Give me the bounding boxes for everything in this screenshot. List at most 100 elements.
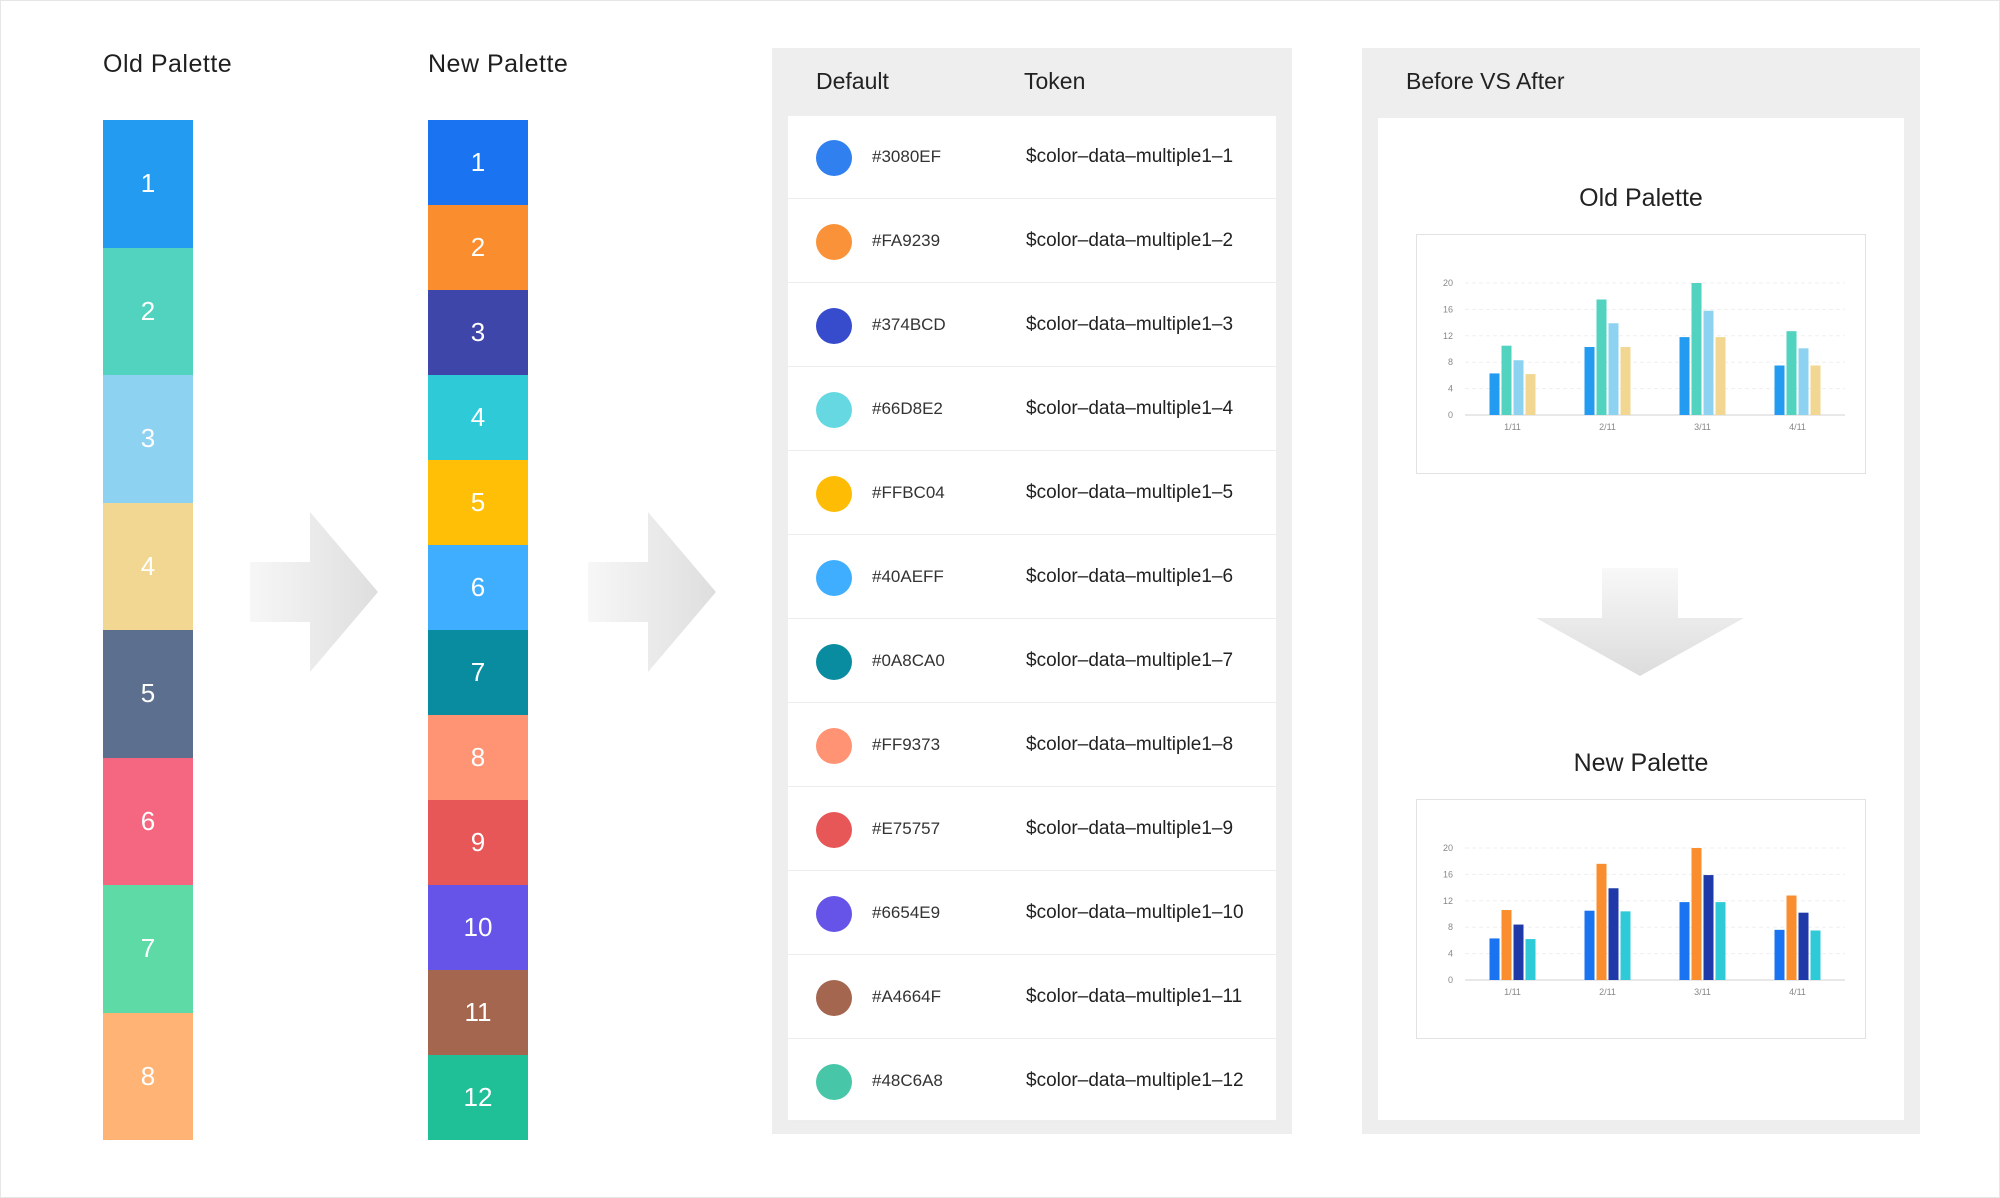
bar	[1596, 863, 1607, 980]
table-row: #40AEFF $color–data–multiple1–6	[788, 536, 1276, 619]
x-tick-label: 4/11	[1789, 422, 1806, 432]
color-dot	[816, 980, 852, 1016]
old-palette-swatch-1: 1	[103, 120, 193, 248]
bar	[1489, 938, 1500, 980]
token-table-header: Default Token	[772, 48, 1292, 116]
new-palette-swatch-1: 1	[428, 120, 528, 205]
old-palette-chart: 0 4 8 12 16 20 1/11 2/11 3/11 4/11	[1416, 234, 1866, 474]
token-table: Default Token #3080EF $color–data–multipl…	[772, 48, 1292, 1134]
token-table-body: #3080EF $color–data–multiple1–1 #FA9239 $co…	[788, 116, 1276, 1123]
color-dot	[816, 392, 852, 428]
table-row: #374BCD $color–data–multiple1–3	[788, 284, 1276, 367]
old-palette-swatch-6: 6	[103, 757, 193, 885]
y-tick-label: 16	[1443, 304, 1453, 314]
bar	[1715, 902, 1726, 980]
new-chart-title: New Palette	[1573, 749, 1709, 777]
new-bar-chart: 0 4 8 12 16 20 1/11 2/11 3/11 4/11	[1443, 843, 1845, 997]
old-palette-swatch-4: 4	[103, 502, 193, 630]
arrow-right-icon	[250, 512, 378, 672]
token-name: $color–data–multiple1–9	[1026, 818, 1234, 839]
bar	[1774, 929, 1785, 980]
color-dot	[816, 812, 852, 848]
bar	[1513, 924, 1524, 980]
table-row: #3080EF $color–data–multiple1–1	[788, 116, 1276, 199]
color-dot	[816, 728, 852, 764]
table-row: #E75757 $color–data–multiple1–9	[788, 788, 1276, 871]
x-tick-label: 4/11	[1789, 987, 1806, 997]
new-palette-swatch-5: 5	[428, 460, 528, 545]
token-name: $color–data–multiple1–7	[1026, 650, 1234, 671]
bar	[1501, 910, 1512, 980]
bar	[1703, 310, 1714, 415]
new-palette-swatch-9: 9	[428, 800, 528, 885]
bar	[1584, 910, 1595, 980]
new-palette-swatch-2: 2	[428, 205, 528, 290]
hex-value: #40AEFF	[872, 567, 944, 586]
bar	[1620, 911, 1631, 980]
color-dot	[816, 224, 852, 260]
bar	[1489, 373, 1500, 415]
hex-value: #374BCD	[872, 315, 946, 334]
color-dot	[816, 644, 852, 680]
hex-value: #3080EF	[872, 147, 941, 166]
bar	[1584, 347, 1595, 415]
bar	[1715, 337, 1726, 415]
hex-value: #E75757	[872, 819, 941, 838]
color-dot	[816, 308, 852, 344]
y-tick-label: 4	[1448, 384, 1453, 394]
table-row: #6654E9 $color–data–multiple1–10	[788, 872, 1276, 955]
hex-value: #FF9373	[872, 735, 941, 754]
x-tick-label: 2/11	[1599, 422, 1616, 432]
old-palette-swatch-2: 2	[103, 247, 193, 375]
hex-value: #A4664F	[872, 987, 941, 1006]
bar	[1798, 912, 1809, 980]
new-palette-swatch-11: 11	[428, 970, 528, 1055]
arrow-right-icon	[588, 512, 716, 672]
y-tick-label: 16	[1443, 869, 1453, 879]
x-tick-label: 3/11	[1694, 987, 1711, 997]
y-tick-label: 0	[1448, 410, 1453, 420]
y-tick-label: 8	[1448, 357, 1453, 367]
color-dot	[816, 560, 852, 596]
y-tick-label: 20	[1443, 843, 1453, 853]
old-palette-title: Old Palette	[103, 50, 233, 78]
y-tick-label: 12	[1443, 331, 1453, 341]
bar	[1525, 374, 1536, 415]
bar	[1703, 875, 1714, 980]
bar	[1786, 331, 1797, 415]
bar	[1608, 888, 1619, 980]
new-palette-swatch-12: 12	[428, 1055, 528, 1140]
x-tick-label: 2/11	[1599, 987, 1616, 997]
new-palette-swatch-3: 3	[428, 290, 528, 375]
new-palette-swatch-7: 7	[428, 630, 528, 715]
bar	[1608, 323, 1619, 415]
bar	[1774, 365, 1785, 415]
y-tick-label: 12	[1443, 896, 1453, 906]
y-tick-label: 0	[1448, 975, 1453, 985]
old-bar-chart: 0 4 8 12 16 20 1/11 2/11 3/11 4/11	[1443, 278, 1845, 432]
new-palette-swatch-10: 10	[428, 885, 528, 970]
token-name: $color–data–multiple1–4	[1026, 398, 1234, 419]
bar	[1691, 848, 1702, 980]
bar	[1620, 347, 1631, 415]
table-row: #FFBC04 $color–data–multiple1–5	[788, 452, 1276, 535]
table-row: #A4664F $color–data–multiple1–11	[788, 956, 1276, 1039]
x-tick-label: 1/11	[1504, 422, 1521, 432]
old-chart-title: Old Palette	[1579, 184, 1703, 212]
bar	[1501, 345, 1512, 415]
table-row: #0A8CA0 $color–data–multiple1–7	[788, 620, 1276, 703]
bar	[1679, 337, 1690, 415]
arrow-down-icon	[1536, 568, 1744, 676]
y-tick-label: 8	[1448, 922, 1453, 932]
bar	[1679, 902, 1690, 980]
token-name: $color–data–multiple1–11	[1026, 986, 1243, 1007]
new-palette-title: New Palette	[428, 50, 569, 78]
before-after-panel: Before VS After Old Palette 0 4 8 12 16 20 1/1…	[1362, 48, 1920, 1134]
header-default: Default	[816, 68, 889, 94]
table-row: #66D8E2 $color–data–multiple1–4	[788, 368, 1276, 451]
color-dot	[816, 1064, 852, 1100]
new-palette-swatch-8: 8	[428, 715, 528, 800]
header-token: Token	[1024, 68, 1086, 94]
token-name: $color–data–multiple1–10	[1026, 902, 1244, 923]
hex-value: #66D8E2	[872, 399, 943, 418]
